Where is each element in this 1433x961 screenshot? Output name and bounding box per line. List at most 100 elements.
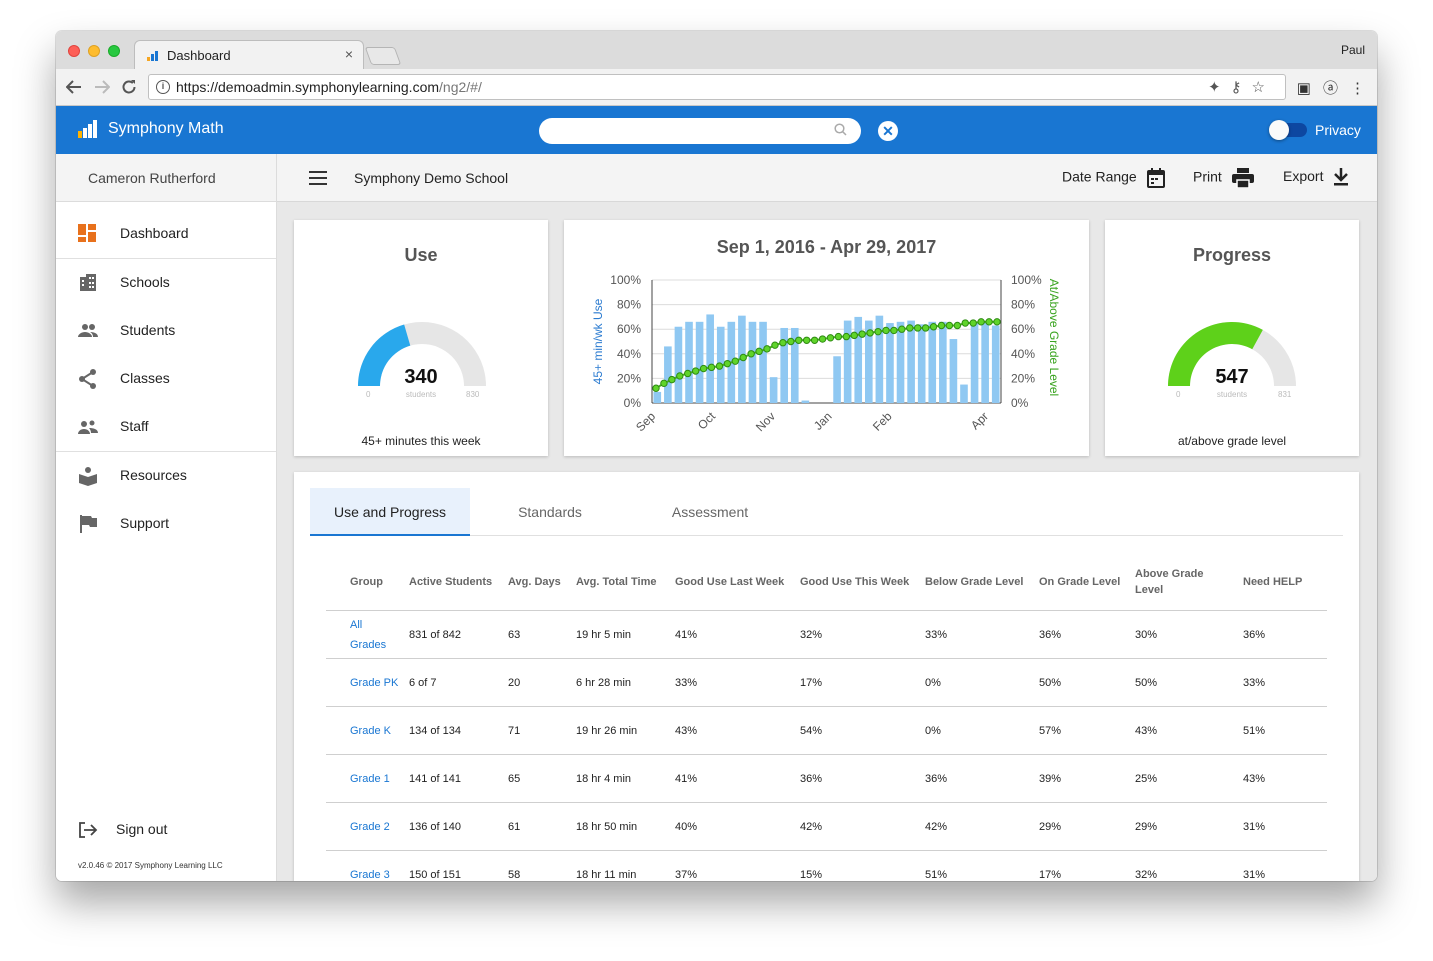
sidebar-item-staff[interactable]: Staff	[56, 402, 276, 450]
bar	[685, 321, 693, 403]
column-header[interactable]: Below Grade Level	[925, 560, 1039, 611]
table-cell: 33%	[925, 610, 1039, 659]
group-link[interactable]: Grade 3	[326, 850, 409, 881]
line-point	[890, 326, 898, 335]
line-point	[921, 324, 930, 332]
group-link[interactable]: Grade 2	[326, 802, 409, 851]
sidebar-item-dashboard[interactable]: Dashboard	[56, 209, 276, 257]
sidebar-item-schools[interactable]: Schools	[56, 258, 276, 306]
column-header[interactable]: Avg. Days	[508, 560, 576, 611]
line-point	[953, 321, 962, 330]
line-point	[723, 359, 732, 368]
address-bar[interactable]: i https://demoadmin.symphonylearning.com…	[148, 74, 1286, 100]
date-range-button[interactable]: Date Range	[1062, 168, 1165, 188]
column-header[interactable]: Avg. Total Time	[576, 560, 675, 611]
reload-icon[interactable]	[121, 79, 137, 95]
tab-assessment[interactable]: Assessment	[671, 504, 749, 520]
minimize-window-button[interactable]	[88, 45, 100, 57]
close-window-button[interactable]	[68, 45, 80, 57]
table-cell: 18 hr 4 min	[576, 754, 675, 803]
export-label: Export	[1283, 168, 1324, 184]
search-input[interactable]	[539, 118, 861, 144]
table-cell: 71	[508, 706, 576, 755]
line-point	[882, 326, 890, 335]
progress-gauge-unit: students	[1216, 390, 1248, 399]
column-header[interactable]: Good Use This Week	[800, 560, 925, 611]
kebab-menu-icon[interactable]: ⋮	[1350, 80, 1365, 97]
tab-use-and-progress[interactable]: Use and Progress	[310, 488, 470, 536]
table-cell: 40%	[675, 802, 800, 851]
table-cell: 41%	[675, 610, 800, 659]
sidebar-item-students[interactable]: Students	[56, 306, 276, 354]
line-point	[747, 350, 755, 358]
bar	[695, 321, 704, 403]
progress-card-title: Progress	[1192, 245, 1272, 265]
hamburger-menu-icon[interactable]	[309, 171, 327, 185]
line-point	[763, 345, 771, 353]
group-link[interactable]: Grade 1	[326, 754, 409, 803]
progress-gauge	[1168, 322, 1296, 386]
extension-bar: ▣ ⓐ ⋮	[1285, 77, 1365, 98]
bar	[854, 316, 863, 403]
table-cell: 19 hr 26 min	[576, 706, 675, 755]
table-cell: 63	[508, 610, 576, 659]
bar	[907, 320, 915, 403]
browser-tab[interactable]: Dashboard ×	[134, 40, 364, 69]
sidebar-item-resources[interactable]: Resources	[56, 451, 276, 499]
sidebar-item-support[interactable]: Support	[56, 499, 276, 547]
search-icon	[834, 123, 847, 136]
sidebar-item-label: Schools	[120, 274, 170, 290]
bar	[833, 356, 841, 403]
y-tick-label: 0%	[624, 396, 642, 410]
print-label: Print	[1193, 168, 1222, 185]
column-header[interactable]: Need HELP	[1243, 560, 1327, 611]
use-gauge-min: 0	[366, 390, 371, 399]
column-header[interactable]: Active Students	[409, 560, 508, 611]
column-header[interactable]: Good Use Last Week	[675, 560, 800, 611]
forward-icon[interactable]	[94, 80, 110, 94]
use-progress-table: Group Active Students Avg. Days Avg. Tot…	[326, 560, 1327, 881]
table-cell: 150 of 151	[409, 850, 508, 881]
sidebar-item-classes[interactable]: Classes	[56, 354, 276, 402]
back-icon[interactable]	[66, 80, 82, 94]
column-header[interactable]: Above Grade Level	[1135, 560, 1243, 611]
line-point	[676, 372, 684, 380]
bar	[748, 321, 757, 403]
amazon-extension-icon[interactable]: ⓐ	[1322, 80, 1338, 97]
column-header[interactable]: Group	[326, 560, 409, 611]
sidebar-item-label: Support	[120, 515, 170, 531]
bar	[653, 391, 662, 403]
new-tab-button[interactable]	[364, 47, 402, 65]
line-point	[691, 367, 700, 375]
clear-search-button[interactable]: ✕	[878, 121, 898, 141]
column-header[interactable]: On Grade Level	[1039, 560, 1135, 611]
line-point	[731, 357, 740, 365]
tab-close-icon[interactable]: ×	[344, 46, 353, 62]
key-icon[interactable]: ⚷	[1230, 79, 1252, 96]
extension-icon[interactable]: ✦	[1207, 79, 1231, 96]
bar	[801, 400, 810, 403]
table-cell: 19 hr 5 min	[576, 610, 675, 659]
star-icon[interactable]: ☆	[1251, 79, 1275, 96]
print-button[interactable]: Print	[1193, 168, 1254, 189]
line-point	[898, 325, 906, 333]
profile-name[interactable]: Paul	[1340, 43, 1365, 57]
printer-icon	[1231, 168, 1254, 189]
gauge-fill	[358, 324, 411, 386]
table-cell: 61	[508, 802, 576, 851]
group-link[interactable]: All Grades	[326, 610, 409, 659]
brand-name: Symphony Math	[108, 120, 224, 137]
maximize-window-button[interactable]	[108, 45, 120, 57]
table-cell: 32%	[800, 610, 925, 659]
group-link[interactable]: Grade PK	[326, 658, 409, 707]
sign-out-label: Sign out	[116, 821, 168, 837]
group-link[interactable]: Grade K	[326, 706, 409, 755]
line-point	[660, 379, 668, 388]
staff-icon	[78, 420, 98, 434]
cloud-extension-icon[interactable]: ▣	[1296, 80, 1311, 97]
privacy-toggle[interactable]	[1269, 120, 1307, 140]
info-icon[interactable]: i	[156, 80, 170, 94]
sign-out-button[interactable]: Sign out	[78, 818, 278, 842]
export-button[interactable]: Export	[1283, 168, 1349, 186]
tab-standards[interactable]: Standards	[518, 504, 582, 520]
